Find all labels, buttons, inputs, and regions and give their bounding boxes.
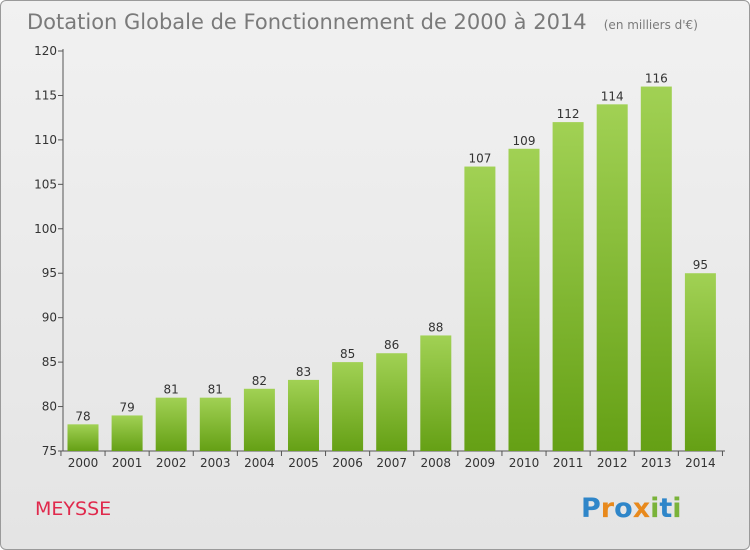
value-label-2011: 112 [557, 107, 580, 121]
proxiti-logo: Proxiti [581, 493, 682, 524]
x-tick-label-2011: 2011 [553, 456, 584, 470]
bar-2006 [332, 362, 364, 451]
y-tick-label: 120 [34, 44, 57, 58]
bar-2009 [464, 166, 496, 452]
x-tick-label-2000: 2000 [68, 456, 99, 470]
value-label-2009: 107 [468, 152, 491, 166]
logo-letter: o [614, 493, 633, 524]
bar-2003 [199, 397, 231, 451]
value-label-2001: 79 [119, 400, 134, 414]
value-label-2002: 81 [164, 383, 179, 397]
value-label-2003: 81 [208, 383, 223, 397]
x-tick-label-2005: 2005 [288, 456, 319, 470]
chart-axes: 75 80 85 90 95 100 105 110 115 120 2000 2001 2002 200… [34, 44, 725, 470]
x-tick-label-2002: 2002 [156, 456, 187, 470]
value-label-2006: 85 [340, 347, 355, 361]
bar-2012 [596, 104, 628, 451]
bar-2013 [640, 86, 672, 452]
logo-letter: P [581, 493, 601, 524]
x-tick-label-2008: 2008 [421, 456, 452, 470]
bar-2001 [111, 415, 143, 451]
bar-2005 [288, 379, 319, 451]
value-label-2000: 78 [75, 409, 90, 423]
value-label-2007: 86 [384, 338, 399, 352]
x-tick-label-2003: 2003 [200, 456, 231, 470]
bar-2014 [684, 273, 716, 451]
x-tick-label-2010: 2010 [509, 456, 540, 470]
logo-letter: i [650, 493, 659, 524]
bar-2011 [552, 122, 584, 451]
x-tick-label-2004: 2004 [244, 456, 275, 470]
x-tick-label-2006: 2006 [332, 456, 363, 470]
x-tick-label-2013: 2013 [641, 456, 672, 470]
y-tick-label: 75 [42, 444, 57, 458]
y-tick-label: 85 [42, 355, 57, 369]
x-tick-label-2014: 2014 [685, 456, 716, 470]
logo-letter: x [633, 493, 650, 524]
y-tick-label: 95 [42, 266, 57, 280]
bar-2000 [67, 424, 99, 451]
y-tick-label: 110 [34, 133, 57, 147]
logo-letter: t [659, 493, 672, 524]
y-tick-label: 115 [34, 88, 57, 102]
value-label-2005: 83 [296, 365, 311, 379]
logo-letter: r [601, 493, 615, 524]
y-tick-label: 105 [34, 177, 57, 191]
value-label-2004: 82 [252, 374, 267, 388]
commune-name: MEYSSE [35, 498, 111, 520]
chart-title-unit: (en milliers d'€) [604, 18, 698, 32]
value-label-2014: 95 [693, 258, 708, 272]
x-tick-label-2012: 2012 [597, 456, 628, 470]
chart-bars [67, 86, 716, 452]
logo-letter: i [672, 493, 681, 524]
bar-2007 [376, 353, 408, 451]
value-label-2010: 109 [513, 134, 536, 148]
y-tick-label: 90 [42, 311, 57, 325]
x-tick-label-2009: 2009 [465, 456, 496, 470]
x-tick-label-2001: 2001 [112, 456, 143, 470]
x-tick-label-2007: 2007 [376, 456, 407, 470]
bar-2002 [155, 397, 187, 451]
value-label-2008: 88 [428, 320, 443, 334]
bar-2004 [243, 388, 275, 451]
bar-2010 [508, 148, 540, 451]
value-label-2012: 114 [601, 89, 624, 103]
y-tick-label: 100 [34, 222, 57, 236]
chart-value-labels: 78 79 81 81 82 83 85 86 88 107 109 112 114 116 95 [75, 72, 708, 424]
bar-2008 [420, 335, 452, 451]
chart-title-main: Dotation Globale de Fonctionnement de 20… [27, 10, 587, 34]
value-label-2013: 116 [645, 72, 668, 86]
chart-title: Dotation Globale de Fonctionnement de 20… [27, 10, 698, 34]
y-tick-label: 80 [42, 400, 57, 414]
